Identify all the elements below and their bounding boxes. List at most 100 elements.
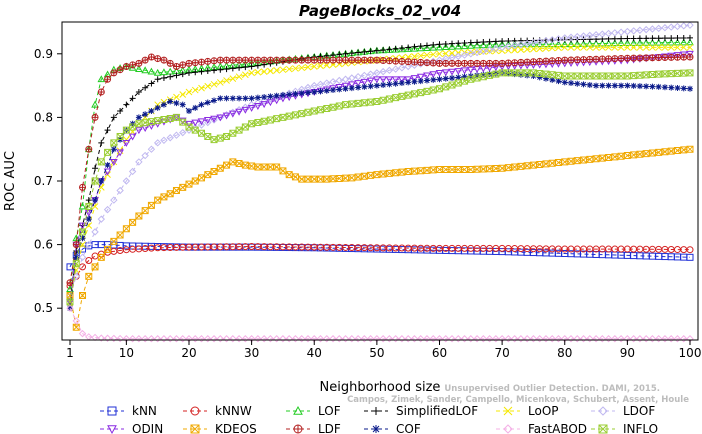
data-point-ldf (216, 56, 224, 64)
data-point-kdeos (567, 157, 575, 165)
data-point-inflo (141, 119, 149, 127)
data-point-ldof (617, 28, 625, 36)
data-point-lof (466, 41, 475, 49)
data-point-fastabod (216, 335, 225, 343)
data-point-simplifiedlof (198, 68, 205, 75)
data-point-loop (561, 44, 569, 51)
data-point-odin (423, 72, 431, 80)
data-point-kdeos (392, 169, 400, 177)
data-point-cof (236, 95, 243, 102)
data-point-inflo (66, 298, 74, 306)
data-point-loop (198, 84, 205, 92)
data-point-inflo (423, 87, 431, 95)
data-point-inflo (291, 111, 299, 119)
data-point-cof (79, 235, 86, 242)
legend-item-inflo: INFLO (591, 422, 658, 434)
data-point-fastabod (404, 335, 412, 343)
data-point-kdeos (605, 153, 613, 161)
legend-item-fastabod: FastABOD (496, 422, 587, 434)
data-point-odin (391, 76, 400, 84)
data-point-ldf (492, 59, 500, 67)
data-point-simplifiedlof (405, 44, 412, 51)
data-point-ldof (510, 41, 519, 50)
data-point-inflo (210, 136, 218, 144)
x-tick-label: 40 (307, 346, 322, 360)
data-point-kdeos (536, 160, 544, 168)
data-point-simplifiedlof (248, 63, 255, 70)
data-point-ldf (254, 56, 262, 64)
data-point-simplifiedlof (348, 50, 355, 57)
data-point-inflo (254, 118, 262, 126)
data-point-fastabod (410, 335, 419, 343)
data-point-ldof (492, 45, 500, 53)
data-point-cof (267, 93, 274, 100)
data-point-fastabod (72, 317, 80, 325)
data-point-fastabod (97, 334, 106, 342)
data-point-kdeos (116, 231, 124, 239)
data-point-cof (455, 74, 462, 81)
data-point-cof (292, 90, 299, 97)
data-point-lof (636, 38, 644, 46)
data-point-cof (649, 83, 656, 90)
data-point-loop (79, 241, 86, 248)
data-point-ldf (166, 59, 174, 67)
y-axis-label: ROC AUC (3, 151, 18, 211)
data-point-inflo (154, 117, 162, 125)
data-point-loop (179, 91, 187, 98)
data-point-kdeos (110, 237, 118, 245)
data-point-odin (379, 76, 387, 84)
data-point-cof (449, 74, 456, 81)
data-point-kdeos (122, 225, 130, 233)
data-point-ldof (561, 34, 569, 42)
data-point-ldf (198, 58, 206, 66)
data-point-fastabod (642, 335, 650, 343)
data-point-kdeos (79, 291, 87, 299)
legend-marker-cof (372, 425, 380, 433)
data-point-fastabod (172, 335, 181, 343)
data-point-simplifiedlof (630, 35, 637, 42)
data-point-kdeos (673, 146, 681, 154)
data-point-fastabod (554, 335, 563, 343)
data-point-ldf (479, 59, 487, 67)
data-point-fastabod (210, 335, 218, 343)
data-point-loop (680, 44, 688, 51)
data-point-kdeos (636, 150, 644, 158)
data-point-cof (179, 101, 186, 108)
series-inflo (66, 69, 694, 306)
data-point-odin (210, 115, 218, 123)
data-point-inflo (279, 113, 287, 121)
data-point-fastabod (504, 335, 513, 343)
data-point-ldof (460, 51, 469, 59)
data-point-ldf (279, 56, 287, 64)
legend-item-ldf: LDF (286, 422, 341, 434)
data-point-odin (667, 52, 676, 60)
data-point-fastabod (542, 335, 550, 343)
data-point-ldf (517, 58, 525, 66)
data-point-simplifiedlof (687, 34, 693, 41)
data-point-kdeos (498, 164, 506, 172)
data-point-inflo (310, 107, 318, 115)
series-simplifiedlof (67, 34, 693, 309)
data-point-odin (410, 75, 419, 82)
x-axis-label: Neighborhood size (320, 380, 441, 395)
data-point-odin (460, 67, 469, 75)
legend: kNN kNNW LOF SimplifiedLOF LoOP LDOF ODIN KDEOS… (100, 404, 658, 434)
data-point-cof (555, 78, 562, 85)
data-point-odin (103, 168, 112, 176)
data-point-ldof (197, 121, 206, 129)
data-point-simplifiedlof (104, 127, 111, 134)
data-point-cof (211, 97, 218, 104)
data-point-ldof (579, 32, 588, 40)
data-point-kdeos (154, 196, 162, 204)
data-point-lof (460, 42, 469, 50)
data-point-cof (405, 79, 412, 86)
data-point-loop (429, 51, 437, 58)
data-point-inflo (266, 116, 274, 124)
data-point-ldf (367, 56, 375, 64)
data-point-knnw (85, 257, 93, 264)
legend-label-inflo: INFLO (623, 422, 658, 434)
data-point-fastabod (272, 335, 281, 343)
data-point-fastabod (191, 335, 199, 343)
data-point-ldof (592, 31, 600, 39)
